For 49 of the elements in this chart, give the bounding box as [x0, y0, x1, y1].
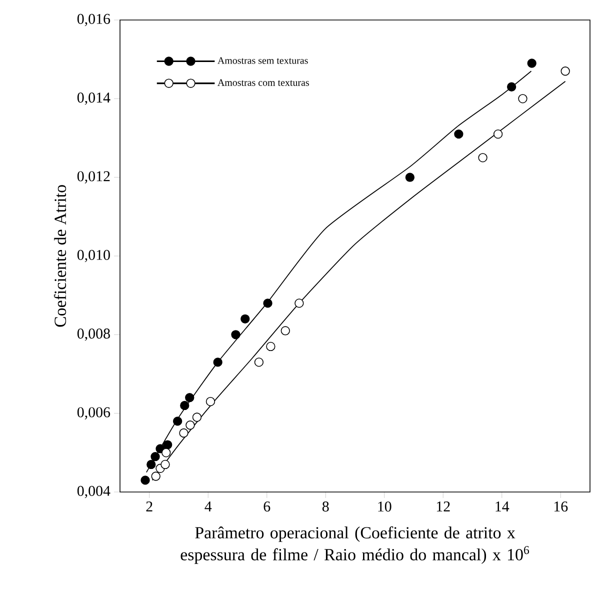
point — [172, 416, 182, 426]
point — [518, 94, 528, 104]
point — [506, 82, 516, 92]
y-tick-label: 0,016 — [77, 14, 110, 26]
x-tick-label: 12 — [436, 501, 450, 512]
y-tick-label: 0,010 — [77, 250, 110, 262]
point — [280, 326, 290, 336]
point — [192, 412, 202, 422]
point — [527, 58, 536, 68]
point — [213, 358, 222, 367]
x-tick-label: 16 — [554, 501, 568, 512]
point — [294, 298, 304, 308]
point — [185, 393, 194, 402]
legend-label: Amostras sem texturas — [218, 57, 308, 64]
point — [206, 396, 216, 406]
point — [478, 153, 488, 162]
point — [140, 476, 150, 485]
point — [254, 358, 264, 367]
point — [162, 448, 171, 458]
point — [179, 428, 188, 438]
y-tick-label: 0,004 — [77, 486, 110, 498]
x-tick-label: 8 — [322, 501, 329, 512]
point — [180, 400, 190, 410]
point — [151, 472, 160, 481]
y-tick-label: 0,008 — [77, 328, 110, 341]
point — [240, 314, 250, 324]
point — [186, 420, 195, 430]
point — [231, 330, 240, 340]
point — [150, 452, 160, 462]
y-tick-label: 0,006 — [77, 407, 110, 420]
y-axis-title: Coeficiente de Atrito — [54, 185, 66, 327]
x-tick-label: 10 — [378, 501, 392, 512]
point — [560, 66, 570, 76]
point — [405, 172, 415, 182]
point — [263, 298, 272, 308]
x-axis-title: Parâmetro operacional (Coeficiente de atrito x espessura de filme / Raio médio do mancal) x 10$^{6}$ — [180, 526, 530, 564]
legend-label: Amostras com texturas — [218, 79, 309, 86]
point — [160, 460, 170, 470]
point — [454, 129, 464, 139]
y-tick-label: 0,012 — [77, 171, 110, 184]
point — [163, 440, 172, 450]
x-tick-label: 14 — [496, 501, 510, 512]
x-tick-label: 4 — [204, 501, 212, 512]
point — [493, 129, 503, 139]
point — [146, 460, 156, 470]
y-tick-label: 0,014 — [77, 92, 110, 105]
x-tick-label: 6 — [264, 501, 270, 512]
x-tick-label: 2 — [146, 501, 152, 512]
point — [266, 342, 276, 352]
